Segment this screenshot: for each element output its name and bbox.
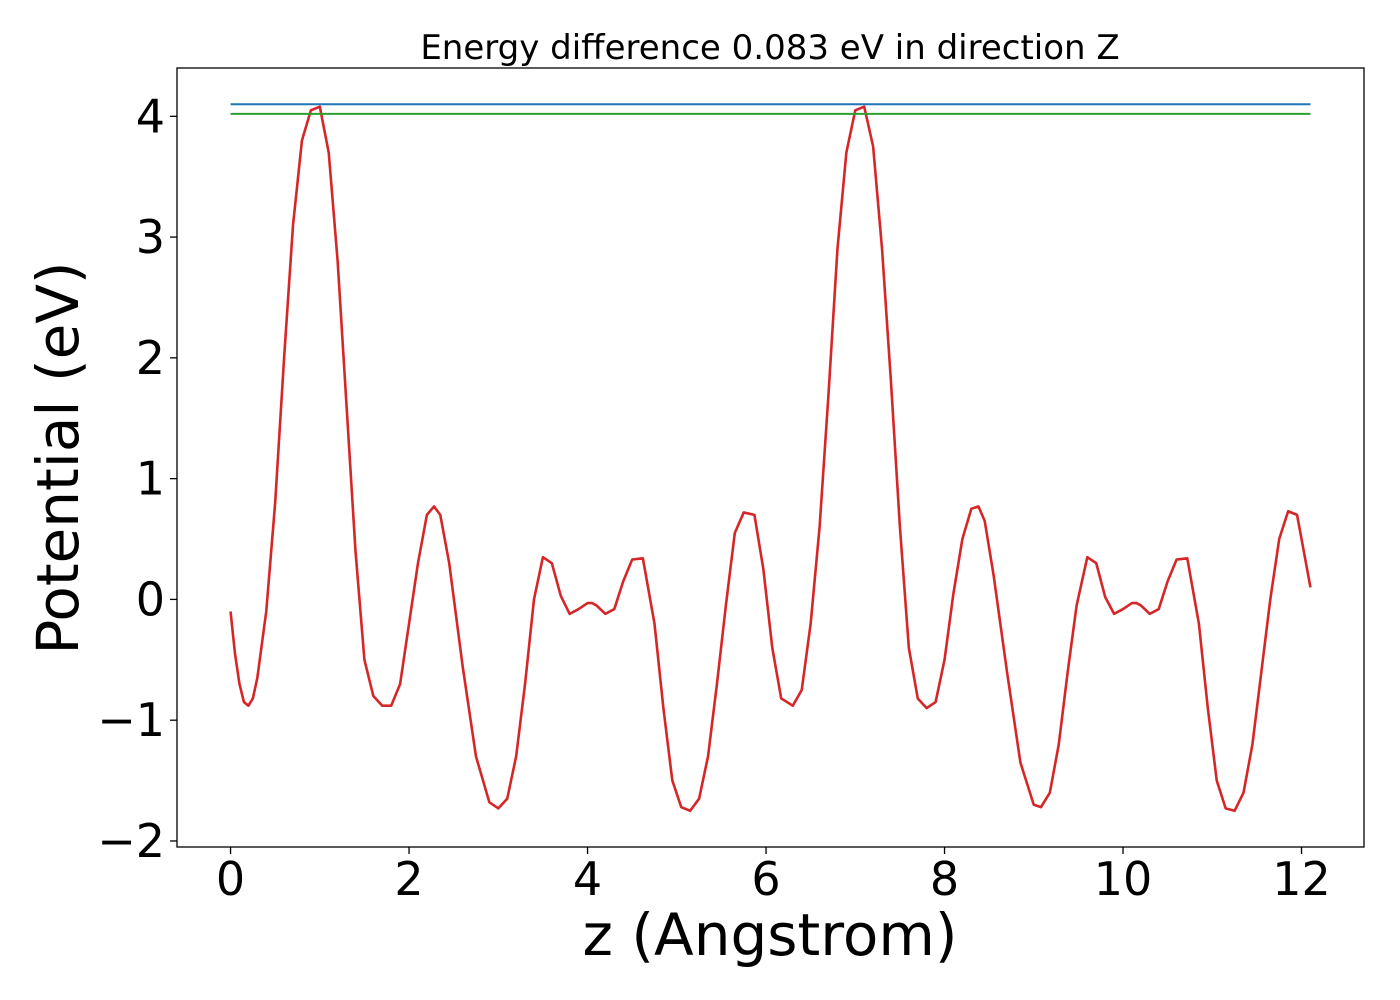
y-axis-label: Potential (eV) [24, 261, 92, 654]
series-layer [229, 103, 1312, 813]
x-tick-label: 4 [573, 852, 602, 906]
x-axis-label: z (Angstrom) [583, 901, 958, 969]
y-tick-label: 0 [136, 572, 165, 626]
series-line-0 [229, 105, 1312, 813]
y-tick-label: −1 [97, 693, 165, 747]
y-tick-label: 3 [136, 210, 165, 264]
y-tick-label: 2 [136, 331, 165, 385]
chart-title: Energy difference 0.083 eV in direction … [420, 28, 1119, 68]
x-axis-ticks: 0 2 4 6 8 10 12 [216, 847, 1331, 906]
y-tick-label: −2 [97, 814, 165, 868]
x-tick-label: 8 [930, 852, 959, 906]
y-tick-label: 1 [136, 452, 165, 506]
x-tick-label: 2 [394, 852, 423, 906]
y-tick-label: 4 [136, 89, 165, 143]
x-tick-label: 10 [1094, 852, 1153, 906]
x-tick-label: 12 [1272, 852, 1331, 906]
y-axis-ticks: −2 −1 0 1 2 3 4 [97, 89, 177, 868]
x-tick-label: 6 [751, 852, 780, 906]
x-tick-label: 0 [216, 852, 245, 906]
plot-frame [176, 67, 1365, 848]
